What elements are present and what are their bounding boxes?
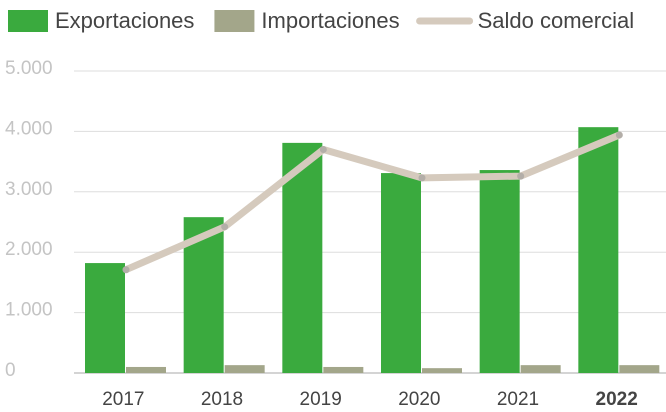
y-tick-label: 1.000 [5, 300, 53, 321]
legend-label: Saldo comercial [478, 8, 635, 33]
line-point [221, 223, 229, 231]
legend-swatch [8, 10, 48, 32]
y-tick-label: 0 [5, 360, 16, 381]
bar [619, 365, 660, 373]
y-tick-label: 2.000 [5, 239, 53, 260]
x-tick-label: 2019 [300, 389, 342, 410]
line-point [418, 174, 426, 182]
line-point [122, 266, 130, 274]
bar [282, 142, 323, 373]
y-tick-label: 5.000 [5, 58, 53, 79]
bar [224, 365, 265, 373]
line-point [615, 131, 623, 139]
x-tick-label: 2022 [596, 389, 638, 410]
legend-label: Exportaciones [55, 8, 194, 33]
x-tick-label: 2020 [398, 389, 440, 410]
bar [422, 368, 462, 373]
x-tick-label: 2021 [497, 389, 539, 410]
bar [85, 263, 125, 373]
x-tick-label: 2017 [102, 389, 144, 410]
bar [126, 366, 166, 373]
bar [479, 170, 520, 373]
bar [578, 127, 619, 373]
y-tick-label: 4.000 [5, 118, 53, 139]
legend-swatch [214, 10, 255, 32]
bar [323, 366, 364, 373]
line-point [319, 146, 327, 154]
bar [381, 173, 421, 373]
legend-label: Importaciones [261, 8, 399, 33]
line [124, 131, 621, 273]
y-tick-label: 3.000 [5, 179, 53, 200]
line-point [517, 172, 525, 180]
x-tick-label: 2018 [201, 389, 243, 410]
bar [520, 365, 561, 373]
